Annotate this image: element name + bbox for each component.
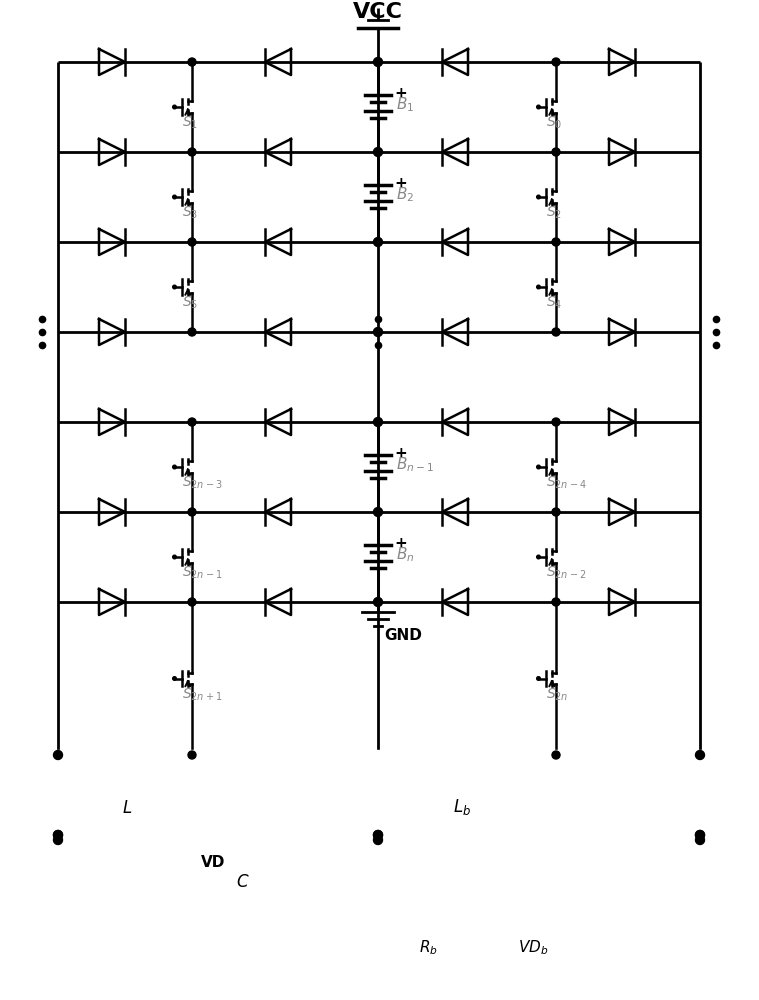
Circle shape [188, 328, 196, 336]
Circle shape [373, 418, 383, 426]
Circle shape [552, 328, 560, 336]
Circle shape [552, 238, 560, 246]
Text: $VD_b$: $VD_b$ [518, 938, 549, 957]
Text: $S_{2n-2}$: $S_{2n-2}$ [546, 565, 587, 581]
Circle shape [373, 836, 383, 844]
Circle shape [188, 751, 196, 759]
Circle shape [188, 58, 196, 66]
Text: VD: VD [291, 862, 318, 880]
Circle shape [373, 830, 383, 840]
Text: $L$: $L$ [165, 802, 177, 820]
Circle shape [537, 465, 540, 469]
Text: $S_2$: $S_2$ [546, 205, 562, 221]
Circle shape [373, 147, 383, 156]
Text: $S_{2n+1}$: $S_{2n+1}$ [182, 686, 223, 703]
Circle shape [695, 830, 704, 840]
Circle shape [373, 328, 383, 336]
Circle shape [552, 598, 560, 606]
Text: $R_b$: $R_b$ [418, 938, 437, 957]
Circle shape [173, 195, 176, 199]
Text: +: + [394, 87, 407, 102]
Circle shape [695, 836, 704, 844]
Text: VD: VD [201, 855, 225, 870]
Circle shape [552, 751, 560, 759]
Circle shape [188, 238, 196, 246]
Text: $S_{2n}$: $S_{2n}$ [546, 686, 569, 703]
Text: VCC: VCC [353, 2, 403, 22]
Text: $B_1$: $B_1$ [396, 96, 414, 114]
Circle shape [552, 148, 560, 156]
Circle shape [53, 750, 62, 760]
Circle shape [373, 57, 383, 66]
Text: $S_4$: $S_4$ [546, 295, 563, 311]
Circle shape [537, 195, 540, 199]
Circle shape [373, 830, 383, 840]
Text: $C$: $C$ [236, 874, 250, 891]
Text: GND: GND [384, 628, 422, 643]
Circle shape [537, 105, 540, 109]
Circle shape [188, 508, 196, 516]
Circle shape [53, 830, 62, 840]
Circle shape [53, 830, 62, 840]
Circle shape [695, 750, 704, 760]
Text: $B_{n-1}$: $B_{n-1}$ [396, 456, 434, 474]
Text: $S_{2n-4}$: $S_{2n-4}$ [546, 475, 587, 491]
Circle shape [188, 148, 196, 156]
Text: +: + [394, 176, 407, 192]
Circle shape [188, 598, 196, 606]
Text: $S_{2n-1}$: $S_{2n-1}$ [182, 565, 223, 581]
Circle shape [188, 418, 196, 426]
Circle shape [552, 508, 560, 516]
Circle shape [537, 677, 540, 680]
Circle shape [373, 237, 383, 246]
Circle shape [537, 285, 540, 289]
Circle shape [53, 836, 62, 844]
Circle shape [173, 465, 176, 469]
Text: +: + [394, 446, 407, 462]
Circle shape [552, 58, 560, 66]
Text: $S_0$: $S_0$ [546, 115, 563, 131]
Circle shape [373, 597, 383, 606]
Circle shape [173, 105, 176, 109]
Text: $B_n$: $B_n$ [396, 546, 414, 564]
Circle shape [173, 285, 176, 289]
Text: $S_5$: $S_5$ [182, 295, 199, 311]
Text: $B_2$: $B_2$ [396, 186, 414, 204]
Text: $L$: $L$ [122, 800, 132, 817]
Text: $S_3$: $S_3$ [182, 205, 199, 221]
Circle shape [173, 677, 176, 680]
Circle shape [695, 830, 704, 840]
Circle shape [173, 555, 176, 559]
Text: $S_1$: $S_1$ [182, 115, 199, 131]
Text: $S_{2n-3}$: $S_{2n-3}$ [182, 475, 223, 491]
Circle shape [537, 555, 540, 559]
Text: +: + [394, 536, 407, 552]
Circle shape [373, 508, 383, 516]
Circle shape [552, 418, 560, 426]
Text: $L_b$: $L_b$ [453, 797, 471, 817]
